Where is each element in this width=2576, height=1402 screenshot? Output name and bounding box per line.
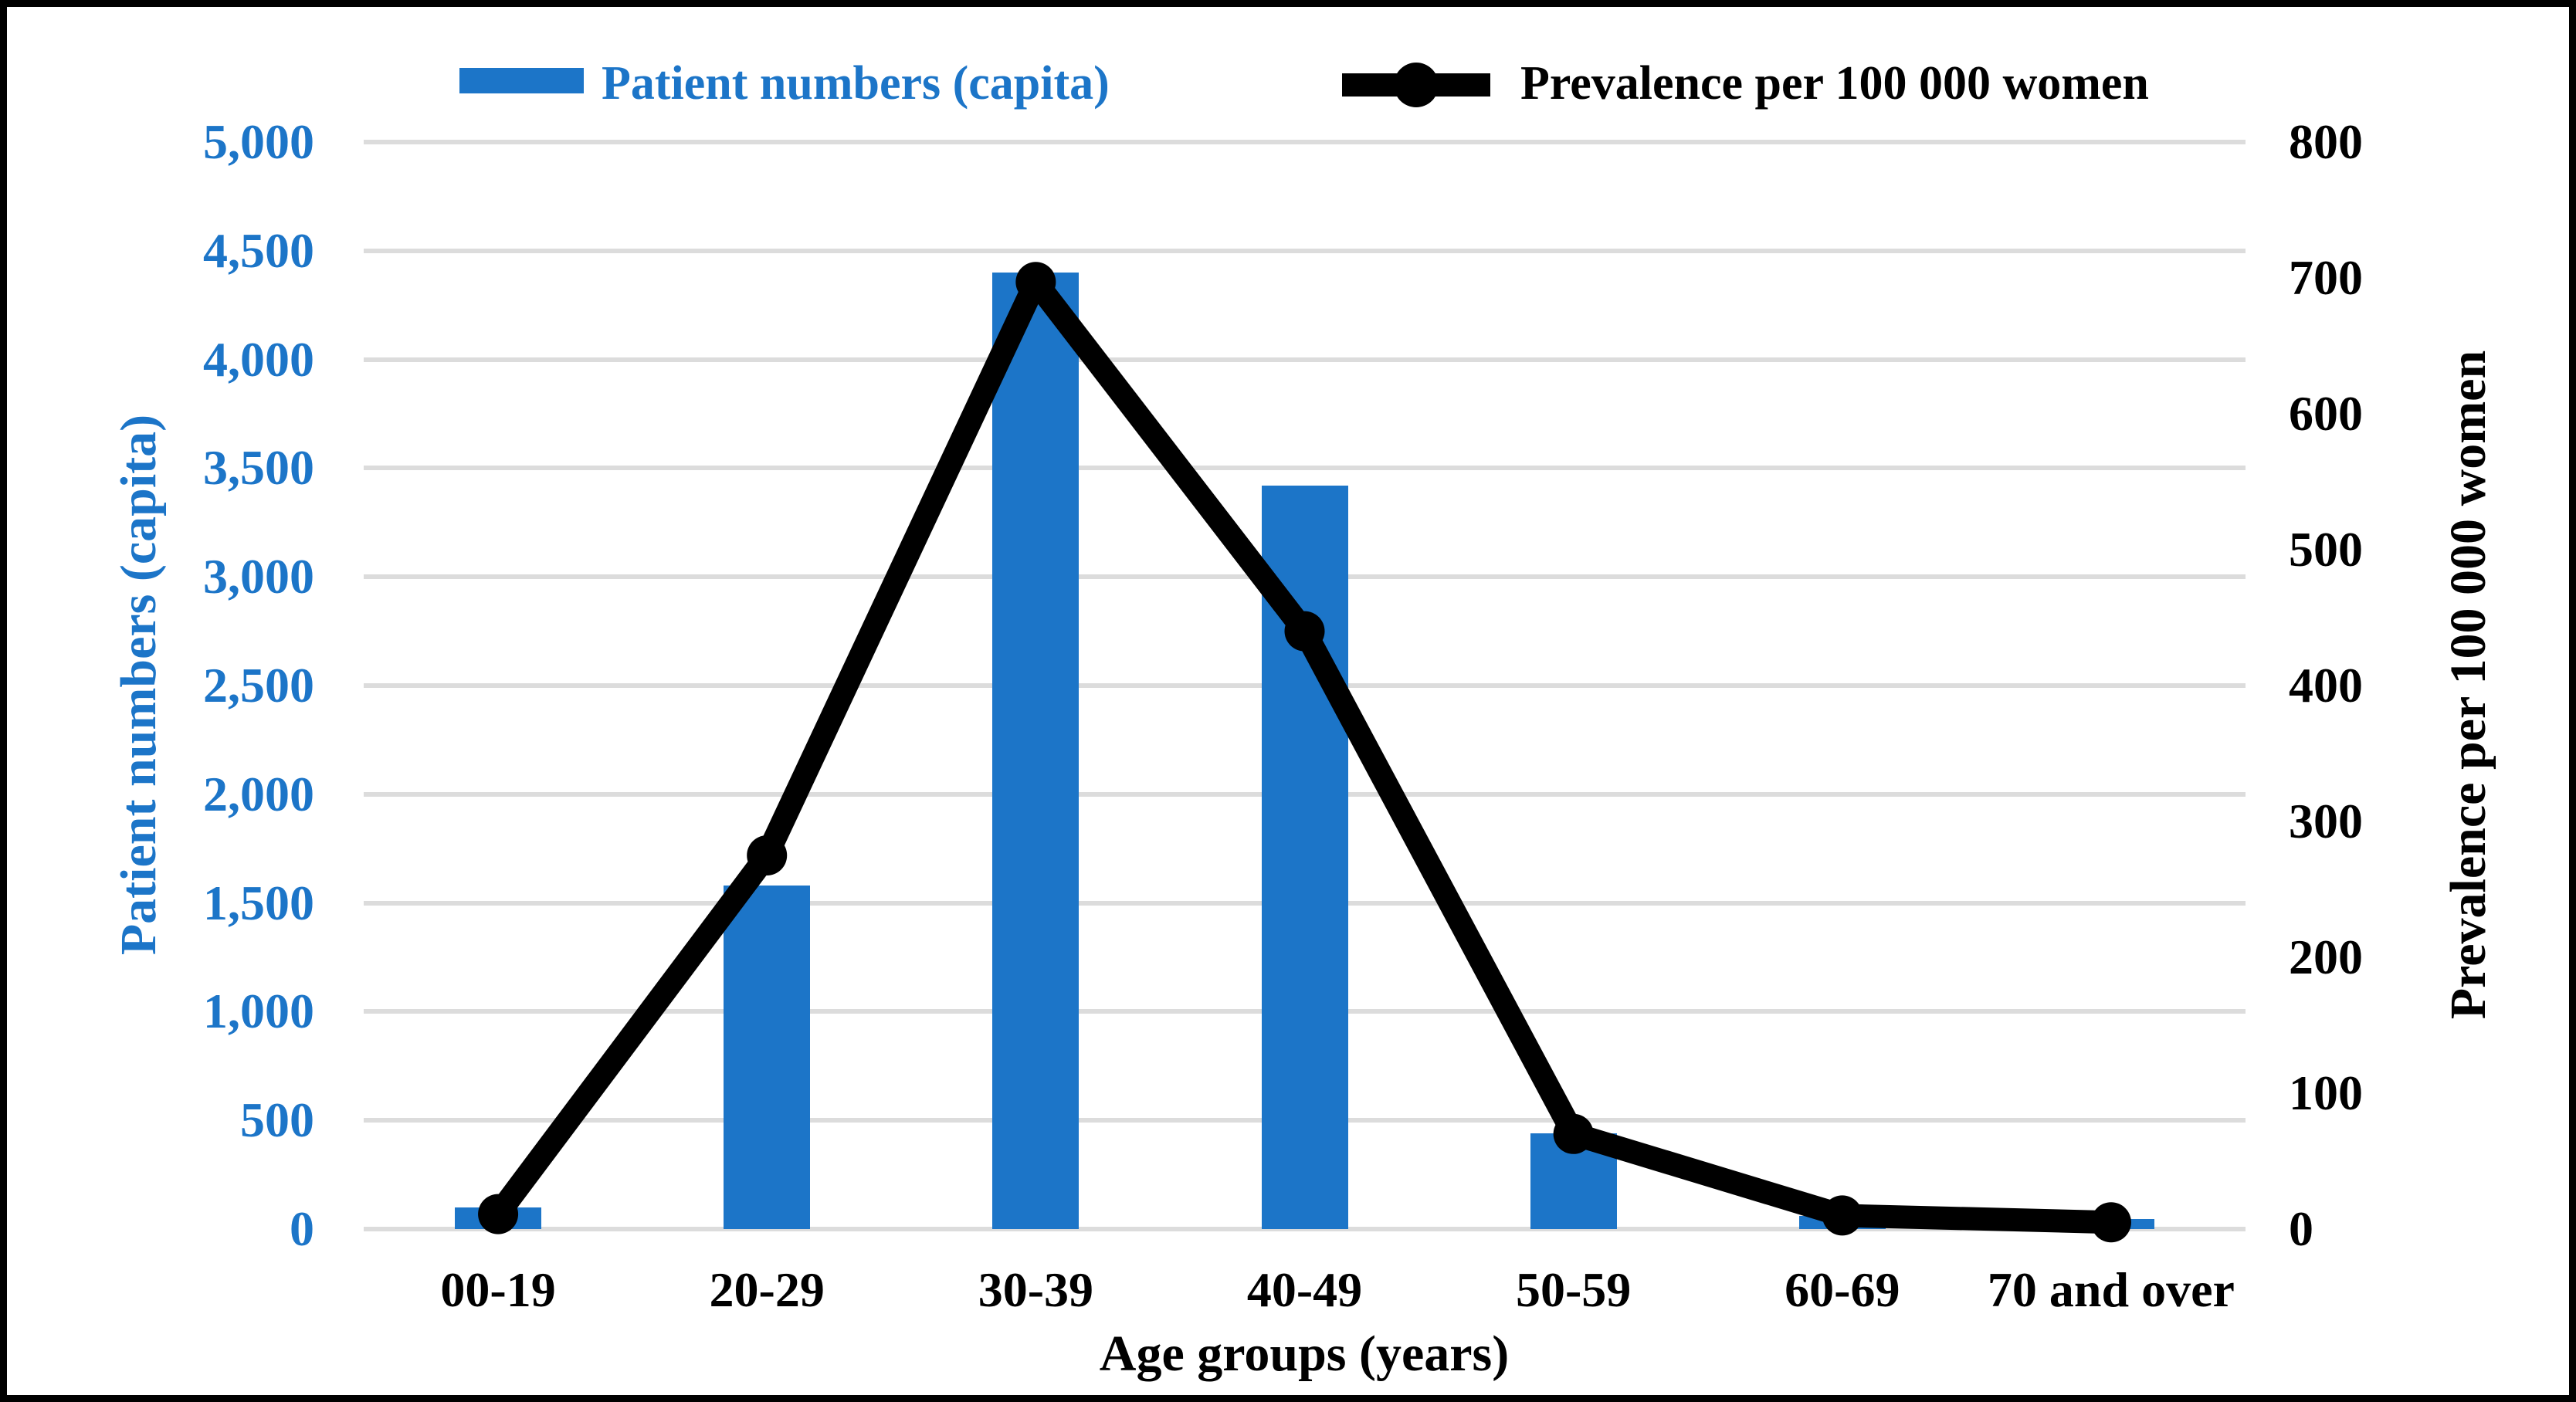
line-marker-40-49 [1284, 611, 1325, 652]
line-marker-50-59 [1553, 1113, 1594, 1154]
left-axis-tick-label: 0 [290, 1201, 314, 1256]
bar-20-29 [724, 886, 811, 1229]
x-axis-title: Age groups (years) [1099, 1326, 1510, 1382]
left-axis-tick-label: 5,000 [203, 114, 314, 169]
gridline [364, 248, 2246, 253]
left-axis-tick-label: 1,000 [203, 984, 314, 1039]
right-axis-title: Prevalence per 100 000 women [2440, 350, 2496, 1020]
line-marker-70 and over [2090, 1202, 2131, 1243]
gridline [364, 466, 2246, 471]
gridline [364, 1227, 2246, 1231]
left-axis-title: Patient numbers (capita) [110, 414, 167, 956]
right-axis-tick-label: 700 [2289, 250, 2363, 305]
right-axis-tick-label: 200 [2289, 930, 2363, 984]
legend-dot [1394, 63, 1439, 107]
gridline [364, 140, 2246, 144]
line-marker-60-69 [1822, 1195, 1863, 1236]
x-axis-tick-label: 70 and over [1987, 1262, 2235, 1317]
left-axis-tick-label: 500 [240, 1092, 314, 1148]
right-axis-tick-label: 100 [2289, 1065, 2363, 1120]
right-axis-tick-label: 500 [2289, 522, 2363, 577]
x-axis-tick-label: 30-39 [978, 1262, 1093, 1317]
left-axis-tick-label: 2,500 [203, 658, 314, 713]
right-axis-tick-label: 800 [2289, 114, 2363, 169]
legend-label-patients: Patient numbers (capita) [602, 57, 1110, 110]
x-axis-tick-label: 50-59 [1515, 1262, 1632, 1317]
right-axis-tick-label: 0 [2289, 1201, 2313, 1256]
left-axis-tick-label: 3,500 [203, 440, 314, 496]
left-axis-tick-label: 1,500 [203, 875, 314, 930]
left-axis-tick-label: 4,000 [203, 331, 314, 387]
left-axis-tick-label: 2,000 [203, 766, 314, 821]
x-axis-tick-label: 20-29 [709, 1262, 825, 1317]
left-axis-tick-label: 4,500 [203, 222, 314, 278]
legend-bar-swatch [459, 68, 584, 93]
right-axis-tick-label: 300 [2289, 794, 2363, 848]
legend-line-marker [1342, 63, 1490, 107]
line-marker-20-29 [747, 835, 788, 875]
legend-label-prevalence: Prevalence per 100 000 women [1520, 57, 2149, 110]
x-axis-tick-label: 60-69 [1785, 1262, 1900, 1317]
gridline [364, 357, 2246, 362]
x-axis-tick-label: 00-19 [440, 1262, 556, 1317]
left-axis-tick-label: 3,000 [203, 549, 314, 604]
right-axis-tick-label: 600 [2289, 386, 2363, 441]
prevalence-line [486, 270, 2123, 1234]
line-marker-30-39 [1015, 262, 1056, 303]
bar-30-39 [992, 272, 1080, 1229]
x-axis-tick-label: 40-49 [1246, 1262, 1363, 1317]
right-axis-tick-label: 400 [2289, 658, 2363, 713]
line-series [478, 262, 2131, 1243]
line-marker-00-19 [478, 1194, 519, 1234]
